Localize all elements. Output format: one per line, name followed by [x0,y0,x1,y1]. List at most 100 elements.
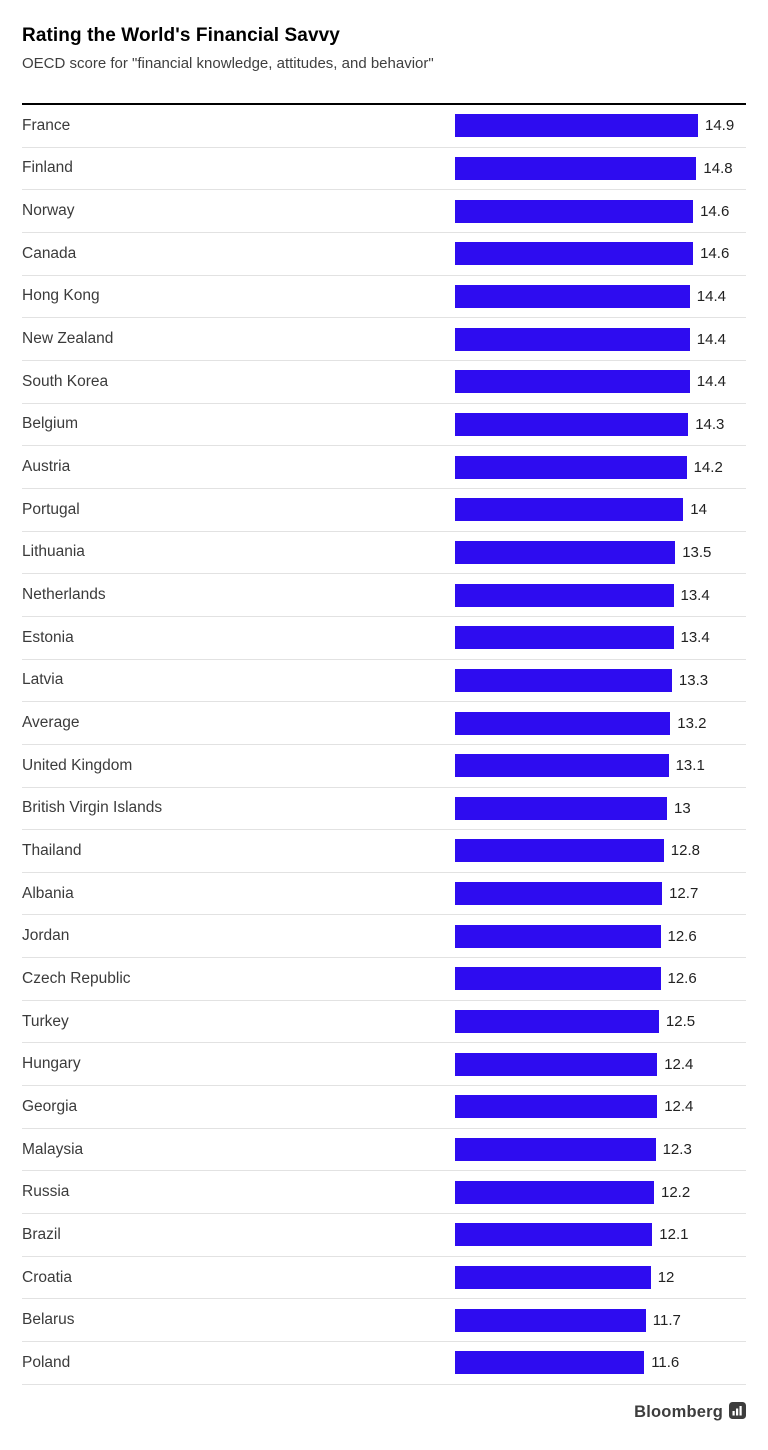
score-bar [455,1351,645,1375]
value-label: 14.2 [693,458,723,476]
bar-track: 12.8 [455,830,746,872]
country-label: Lithuania [22,543,85,561]
value-label: 12.3 [662,1141,692,1159]
value-label: 13.1 [675,757,705,775]
chart-row: Poland 11.6 [22,1342,746,1385]
bar-track: 13.2 [455,702,746,744]
value-label: 14.8 [703,159,733,177]
country-label: Average [22,714,80,732]
score-bar [455,711,671,735]
bar-track: 14.2 [455,446,746,488]
chart-row: Croatia 12 [22,1257,746,1300]
bar-track: 12.4 [455,1043,746,1085]
country-label: Belgium [22,415,78,433]
bar-track: 13 [455,788,746,830]
score-bar [455,540,676,564]
value-label: 14.6 [700,245,730,263]
chart-row: Estonia 13.4 [22,617,746,660]
chart-rows: France 14.9 Finland 14.8 Norway 14.6 Canada 14.… [22,103,746,1385]
score-bar [455,882,663,906]
value-label: 11.6 [651,1354,680,1372]
value-label: 14.3 [695,415,725,433]
bar-track: 14.8 [455,148,746,190]
chart-row: Turkey 12.5 [22,1001,746,1044]
bar-track: 12.2 [455,1171,746,1213]
chart-row: Belarus 11.7 [22,1299,746,1343]
bar-track: 12.1 [455,1214,746,1256]
chart-row: Latvia 13.3 [22,660,746,703]
value-label: 12.8 [670,842,700,860]
country-label: Poland [22,1353,71,1371]
chart-row: Jordan 12.6 [22,915,746,959]
value-label: 14.9 [705,117,735,135]
country-label: Malaysia [22,1140,84,1158]
bar-track: 14.6 [455,190,746,232]
bar-track: 12.5 [455,1001,746,1043]
country-label: Portugal [22,500,80,518]
score-bar [455,1308,646,1332]
bar-track: 13.4 [455,617,746,659]
country-label: Albania [22,884,74,902]
chart-footer: Bloomberg [22,1401,746,1424]
country-label: South Korea [22,372,109,390]
value-label: 13.5 [682,543,712,561]
country-label: Finland [22,159,73,177]
bar-track: 14.4 [455,276,746,318]
score-bar [455,1180,654,1204]
bar-track: 14.6 [455,233,746,275]
score-bar [455,1266,651,1290]
country-label: Austria [22,458,71,476]
bar-track: 14.9 [455,105,746,147]
chart-row: South Korea 14.4 [22,361,746,404]
chart-row: Hungary 12.4 [22,1043,746,1087]
value-label: 12.6 [667,927,697,945]
score-bar [455,1010,659,1034]
country-label: Turkey [22,1012,69,1030]
chart-row: Norway 14.6 [22,190,746,233]
bar-track: 14.4 [455,361,746,403]
score-bar [455,498,684,522]
chart-row: Brazil 12.1 [22,1214,746,1257]
score-bar [455,114,698,138]
chart-row: Canada 14.6 [22,233,746,276]
score-bar [455,156,697,180]
chart-row: New Zealand 14.4 [22,318,746,361]
country-label: Netherlands [22,586,106,604]
score-bar [455,626,674,650]
bar-track: 12.4 [455,1086,746,1128]
value-label: 14.6 [700,202,730,220]
country-label: British Virgin Islands [22,799,163,817]
value-label: 12 [657,1269,675,1287]
country-label: United Kingdom [22,756,133,774]
value-label: 12.4 [664,1055,694,1073]
country-label: Russia [22,1183,70,1201]
bar-track: 12.6 [455,958,746,1000]
score-bar [455,327,690,351]
score-bar [455,924,661,948]
chart-title: Rating the World's Financial Savvy [22,25,340,46]
country-label: Norway [22,202,75,220]
bar-track: 14.3 [455,404,746,446]
country-label: Latvia [22,671,64,689]
chart-row: Austria 14.2 [22,446,746,489]
value-label: 12.1 [659,1226,689,1244]
score-bar [455,1138,656,1162]
chart-row: Czech Republic 12.6 [22,958,746,1001]
score-bar [455,583,674,607]
score-bar [455,1223,653,1247]
score-bar [455,455,687,479]
chart-subtitle: OECD score for "financial knowledge, att… [22,55,434,72]
bar-track: 13.4 [455,574,746,616]
bar-track: 12 [455,1257,746,1299]
bar-track: 14 [455,489,746,531]
chart-row: Lithuania 13.5 [22,532,746,575]
score-bar [455,284,690,308]
bar-track: 11.7 [455,1299,746,1341]
chart-row: Albania 12.7 [22,873,746,916]
score-bar [455,839,664,863]
chart-row: British Virgin Islands 13 [22,788,746,831]
value-label: 13 [674,799,691,817]
bar-track: 12.7 [455,873,746,915]
country-label: Estonia [22,628,74,646]
